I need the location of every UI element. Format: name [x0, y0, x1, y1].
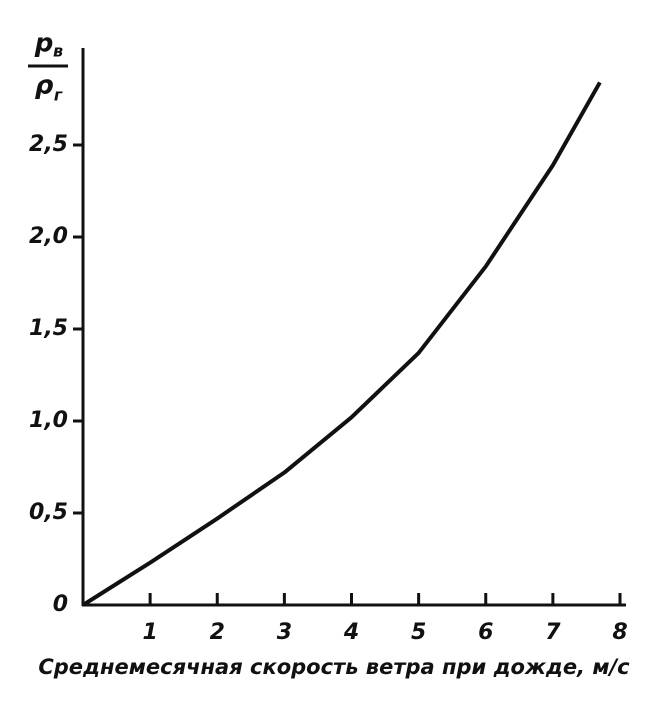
x-tick-label: 4 [343, 620, 359, 645]
y-tick-label: 0,5 [29, 500, 68, 525]
x-tick-label: 3 [277, 620, 292, 645]
ylabel-denominator: ρ [35, 71, 54, 101]
ylabel-numerator-sub: в [53, 42, 63, 61]
ylabel-numerator: p [34, 29, 54, 59]
y-tick-label: 2,5 [29, 132, 68, 157]
x-tick-label: 1 [142, 620, 157, 645]
x-tick-label: 2 [210, 620, 225, 645]
x-tick-label: 5 [411, 620, 426, 645]
ylabel-denominator-sub: г [54, 86, 63, 105]
y-tick-label: 1,5 [29, 316, 68, 341]
x-tick-label: 7 [545, 620, 561, 645]
y-tick-label: 1,0 [29, 408, 68, 433]
y-tick-label: 2,0 [29, 224, 68, 249]
y-tick-label: 0 [53, 592, 68, 617]
x-tick-label: 6 [478, 620, 493, 645]
x-axis-label: Среднемесячная скорость ветра при дожде,… [38, 655, 630, 679]
x-tick-label: 8 [612, 620, 627, 645]
data-line [81, 81, 602, 607]
